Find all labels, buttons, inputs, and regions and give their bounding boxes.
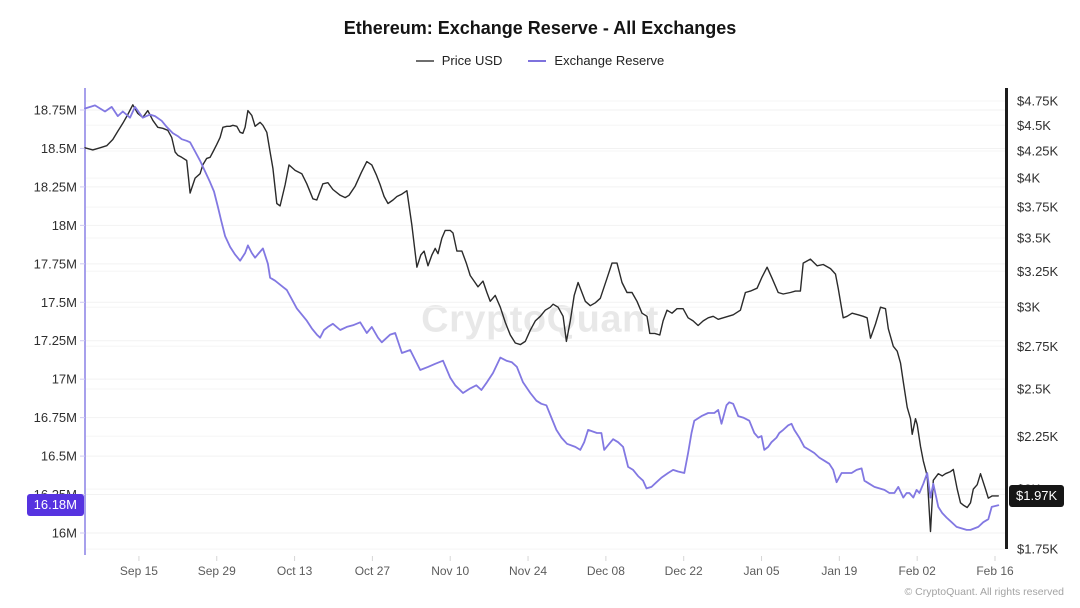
right-axis-tick-label: $3.75K [1017, 200, 1059, 215]
series-line-exchange-reserve [84, 104, 1000, 531]
left-axis-tick-label: 18.25M [34, 179, 77, 194]
x-axis-tick-label: Sep 29 [198, 564, 236, 578]
right-axis-tick-label: $4.25K [1017, 143, 1059, 158]
left-axis-tick-label: 16.5M [41, 449, 77, 464]
left-axis-tick-label: 16M [52, 526, 77, 541]
right-axis-tick-label: $2.5K [1017, 382, 1051, 397]
left-axis-tick-label: 17.5M [41, 295, 77, 310]
x-axis-tick-label: Feb 02 [898, 564, 936, 578]
x-axis-tick-label: Feb 16 [976, 564, 1014, 578]
exchange-reserve-legend-dash-icon [528, 59, 547, 62]
left-axis-tick-label: 18.75M [34, 102, 77, 117]
left-axis-tick-label: 17.75M [34, 256, 77, 271]
legend-item-price-usd[interactable]: Price USD [415, 53, 503, 68]
x-axis-tick-label: Dec 08 [587, 564, 625, 578]
left-axis-tick-label: 16.75M [34, 410, 77, 425]
x-axis-tick-label: Jan 05 [744, 564, 780, 578]
price-current-value-badge: $1.97K [1009, 484, 1065, 507]
right-axis-tick-label: $4K [1017, 171, 1040, 186]
x-axis-tick-label: Sep 15 [120, 564, 158, 578]
x-axis-tick-label: Nov 24 [509, 564, 547, 578]
right-axis-tick-label: $3.5K [1017, 231, 1051, 246]
left-axis-tick-label: 17.25M [34, 333, 77, 348]
right-axis-tick-label: $4.5K [1017, 118, 1051, 133]
right-axis-tick-label: $3K [1017, 300, 1040, 315]
right-axis-tick-label: $2.75K [1017, 339, 1059, 354]
legend: Price USD Exchange Reserve [0, 53, 1080, 68]
left-axis-tick-label: 17M [52, 372, 77, 387]
legend-item-exchange-reserve[interactable]: Exchange Reserve [528, 53, 664, 68]
price-usd-legend-dash-icon [415, 59, 434, 62]
x-axis-tick-label: Dec 22 [665, 564, 703, 578]
x-axis-tick-label: Oct 27 [355, 564, 391, 578]
chart-title: Ethereum: Exchange Reserve - All Exchang… [343, 18, 737, 38]
right-axis-tick-label: $2.25K [1017, 429, 1059, 444]
left-axis-tick-label: 18M [52, 218, 77, 233]
right-axis-tick-label: $4.75K [1017, 94, 1059, 109]
x-axis-tick-label: Jan 19 [821, 564, 857, 578]
copyright-note: © CryptoQuant. All rights reserved [904, 586, 1064, 598]
left-axis-tick-label: 18.5M [41, 141, 77, 156]
reserve-current-value-badge: 16.18M [26, 494, 84, 517]
cryptoquant-watermark: CryptoQuant [421, 298, 659, 341]
right-axis-tick-label: $1.75K [1017, 542, 1059, 557]
legend-label-price-usd: Price USD [441, 53, 503, 68]
right-axis-tick-label: $3.25K [1017, 264, 1059, 279]
series-line-price-usd [84, 104, 999, 533]
legend-label-exchange-reserve: Exchange Reserve [554, 53, 665, 68]
x-axis-tick-label: Nov 10 [431, 564, 469, 578]
x-axis-tick-label: Oct 13 [277, 564, 313, 578]
